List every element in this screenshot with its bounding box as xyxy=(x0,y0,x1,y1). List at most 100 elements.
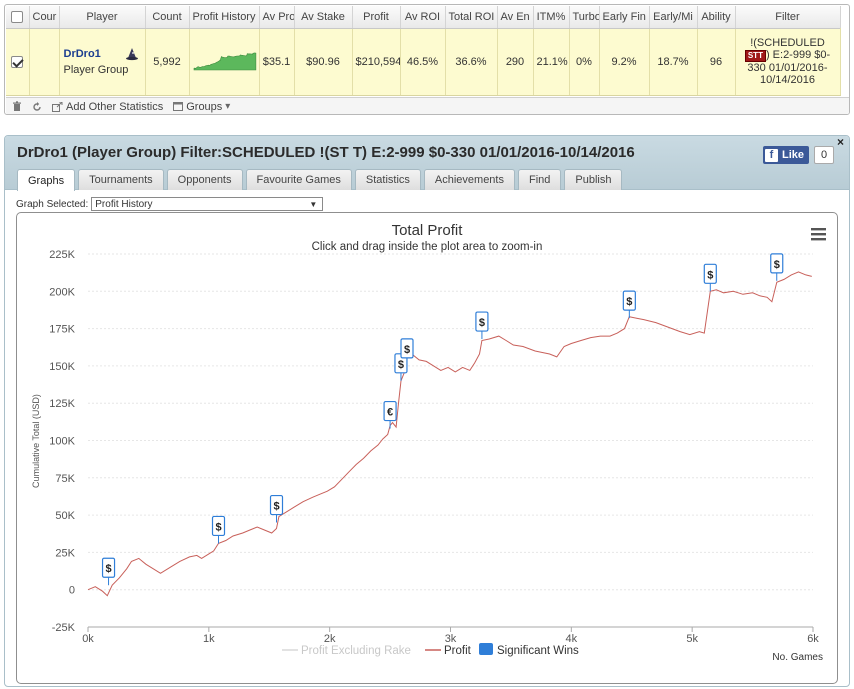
player-detail-panel: DrDro1 (Player Group) Filter:SCHEDULED !… xyxy=(4,135,850,687)
significant-win-flag[interactable]: $ xyxy=(770,253,784,281)
significant-win-flag[interactable]: $ xyxy=(703,263,717,292)
groups-label: Groups xyxy=(186,100,223,113)
flag-box xyxy=(269,494,284,516)
legend-box-swatch xyxy=(479,643,493,655)
flag-symbol: $ xyxy=(215,521,221,533)
flag-symbol: $ xyxy=(479,317,485,329)
groups-dropdown[interactable]: Groups ▾ xyxy=(173,101,233,113)
graph-select-dropdown[interactable]: Profit History ▼ xyxy=(91,197,324,211)
col-header[interactable]: Count xyxy=(145,6,190,29)
profit-cell: $210,594 xyxy=(352,28,401,96)
significant-win-flag[interactable]: $ xyxy=(101,557,116,586)
significant-win-flag[interactable]: $ xyxy=(622,290,636,319)
col-header[interactable]: Turbo xyxy=(569,6,600,29)
graph-select-value: Profit History xyxy=(95,198,153,210)
close-icon[interactable]: × xyxy=(837,135,845,149)
y-tick-label: 0 xyxy=(69,585,75,597)
tab-bar: Graphs Tournaments Opponents Favourite G… xyxy=(17,169,625,191)
stt-badge: STT xyxy=(744,50,766,62)
legend-item[interactable]: Profit xyxy=(425,645,472,657)
profit-line xyxy=(87,271,812,597)
col-header[interactable]: Filter xyxy=(735,6,841,29)
col-header[interactable]: ITM% xyxy=(533,6,570,29)
tab-tournaments[interactable]: Tournaments xyxy=(78,169,164,190)
tab-favourite-games[interactable]: Favourite Games xyxy=(245,169,352,190)
col-header[interactable]: Early/Mi xyxy=(649,6,698,29)
y-tick-label: 75K xyxy=(55,473,75,485)
col-header[interactable]: Player xyxy=(59,6,146,29)
flag-box xyxy=(622,290,636,311)
table-row[interactable]: DrDro1 Player Group 5,992 $35.1 $90.96 xyxy=(6,28,841,96)
av-profit-cell: $35.1 xyxy=(259,28,295,96)
col-header[interactable]: Ability xyxy=(697,6,736,29)
significant-win-flag[interactable]: $ xyxy=(269,494,284,523)
refresh-button[interactable] xyxy=(32,101,42,112)
chart-container: Total Profit Click and drag inside the pl… xyxy=(16,212,838,684)
col-header[interactable]: Profit xyxy=(352,6,401,29)
y-tick-label: 175K xyxy=(49,324,75,336)
flag-box xyxy=(211,515,226,537)
flag-symbol: $ xyxy=(404,344,410,356)
total-roi-cell: 36.6% xyxy=(445,28,498,96)
av-entrants-cell: 290 xyxy=(497,28,534,96)
col-header[interactable]: Av Pro xyxy=(259,6,295,29)
significant-win-flag[interactable]: $ xyxy=(400,338,414,366)
significant-win-flag[interactable]: $ xyxy=(475,311,489,340)
refresh-icon xyxy=(33,101,41,111)
significant-win-flag[interactable]: € xyxy=(383,400,397,429)
panel-header: DrDro1 (Player Group) Filter:SCHEDULED !… xyxy=(5,135,849,191)
flag-box xyxy=(101,557,116,578)
x-tick-label: 1k xyxy=(203,633,215,645)
select-all-header[interactable] xyxy=(6,6,30,29)
early-finish-cell: 9.2% xyxy=(599,28,650,96)
x-tick-label: 2k xyxy=(324,633,336,645)
facebook-like-widget: f Like 0 xyxy=(763,146,835,164)
col-header[interactable]: Av En xyxy=(497,6,534,29)
y-tick-label: -25K xyxy=(52,622,76,634)
flag-symbol: $ xyxy=(273,501,279,513)
flag-box xyxy=(475,311,489,332)
legend-item[interactable]: Profit Excluding Rake xyxy=(282,645,411,657)
col-header[interactable]: Early Fin xyxy=(599,6,650,29)
col-header[interactable]: Cour xyxy=(29,6,60,29)
facebook-like-count: 0 xyxy=(814,146,835,164)
y-tick-label: 25K xyxy=(55,547,75,559)
wizard-hat-icon xyxy=(125,47,138,60)
col-header[interactable]: Av Stake xyxy=(294,6,353,29)
tab-find[interactable]: Find xyxy=(517,169,562,190)
tab-publish[interactable]: Publish xyxy=(564,169,623,190)
y-tick-label: 150K xyxy=(49,361,75,373)
tab-statistics[interactable]: Statistics xyxy=(354,169,421,190)
profit-sparkline xyxy=(193,52,256,71)
legend-label: Profit Excluding Rake xyxy=(301,645,411,657)
add-statistics-label: Add Other Statistics xyxy=(66,100,164,113)
y-axis-label: Cumulative Total (USD) xyxy=(31,394,41,488)
col-header[interactable]: Av ROI xyxy=(400,6,446,29)
col-header[interactable]: Profit History xyxy=(189,6,260,29)
flag-symbol: $ xyxy=(398,359,404,371)
add-statistics-button[interactable]: Add Other Statistics xyxy=(52,101,163,113)
page-title: DrDro1 (Player Group) Filter:SCHEDULED !… xyxy=(17,144,635,161)
significant-win-flag[interactable]: $ xyxy=(211,515,226,544)
profit-chart[interactable]: Total Profit Click and drag inside the pl… xyxy=(17,213,837,683)
tab-opponents[interactable]: Opponents xyxy=(166,169,243,190)
player-name-link[interactable]: DrDro1 xyxy=(63,47,101,60)
chart-menu-icon[interactable] xyxy=(811,228,826,241)
row-select-cell[interactable] xyxy=(6,28,30,96)
legend-label: Profit xyxy=(444,645,472,657)
tab-achievements[interactable]: Achievements xyxy=(423,169,515,190)
dropdown-arrow-icon: ▼ xyxy=(309,199,318,209)
x-tick-label: 5k xyxy=(686,633,698,645)
flag-box xyxy=(383,400,397,422)
y-tick-label: 225K xyxy=(49,249,75,261)
tab-graphs[interactable]: Graphs xyxy=(17,169,76,191)
x-tick-label: 6k xyxy=(807,633,819,645)
legend-item[interactable]: Significant Wins xyxy=(479,643,579,657)
row-checkbox[interactable] xyxy=(11,55,24,68)
select-all-checkbox[interactable] xyxy=(11,10,24,23)
col-header[interactable]: Total ROI xyxy=(445,6,498,29)
turbo-cell: 0% xyxy=(569,28,600,96)
delete-button[interactable] xyxy=(12,101,22,112)
facebook-like-button[interactable]: f Like xyxy=(763,146,810,164)
